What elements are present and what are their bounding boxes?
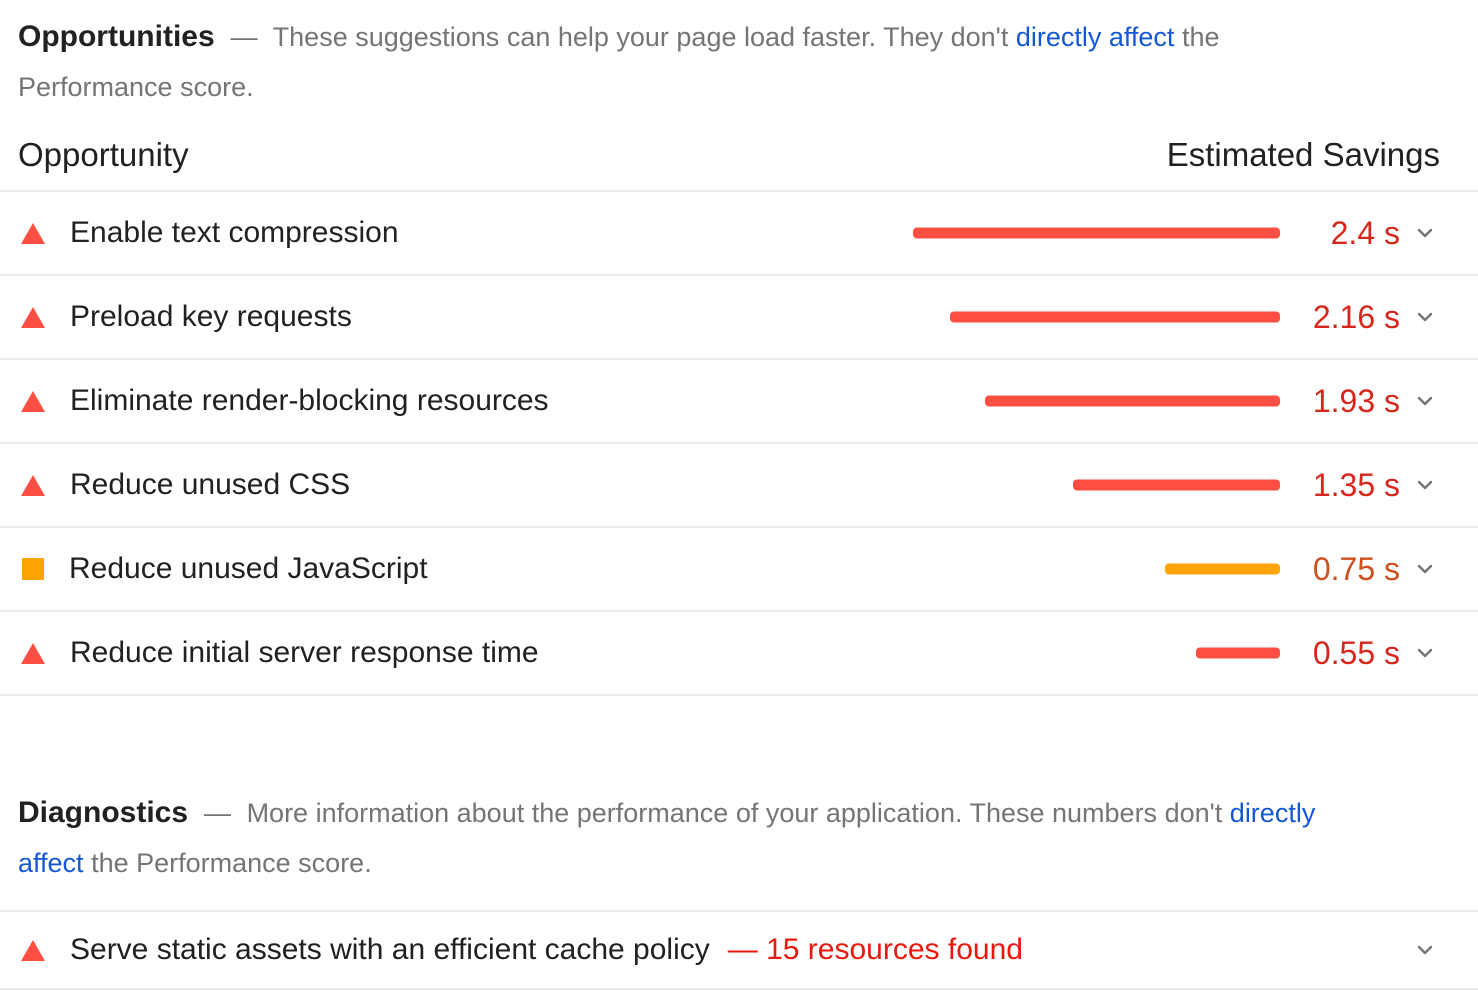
description-text: the Performance score. [91,848,372,878]
estimated-savings-value: 0.75 s [1312,550,1400,587]
estimated-savings-value: 1.35 s [1312,466,1400,503]
estimated-savings-bar [1073,479,1280,491]
audit-title: Preload key requests [70,300,352,333]
opportunities-description: These suggestions can help your page loa… [18,22,1219,102]
audit-title: Reduce unused JavaScript [69,552,428,585]
opportunity-row[interactable]: Eliminate render-blocking resources 1.93… [0,360,1478,444]
chevron-down-icon[interactable] [1413,473,1437,497]
dash-separator: — [204,798,232,828]
fail-triangle-icon [21,474,45,496]
description-text: the [1181,22,1220,52]
column-header-estimated-savings: Estimated Savings [1166,136,1440,173]
diagnostics-description: More information about the performance o… [18,798,1315,878]
opportunity-row[interactable]: Reduce unused CSS 1.35 s [0,444,1478,528]
chevron-down-icon[interactable] [1413,305,1437,329]
chevron-down-icon[interactable] [1413,938,1437,962]
diagnostics-list: Serve static assets with an efficient ca… [0,910,1478,990]
audit-alert-detail: — 15 resources found [727,933,1023,966]
opportunities-list: Enable text compression 2.4 s Preload ke… [0,192,1478,696]
estimated-savings-bar [1196,647,1280,659]
estimated-savings-value: 2.16 s [1312,298,1400,335]
opportunity-row[interactable]: Reduce unused JavaScript 0.75 s [0,528,1478,612]
opportunities-title: Opportunities [18,20,215,53]
chevron-down-icon[interactable] [1413,641,1437,665]
opportunity-row[interactable]: Preload key requests 2.16 s [0,276,1478,360]
chevron-down-icon[interactable] [1413,557,1437,581]
estimated-savings-value: 2.4 s [1330,214,1400,251]
dash-separator: — [230,22,258,52]
opportunity-row[interactable]: Enable text compression 2.4 s [0,192,1478,276]
estimated-savings-bar [1165,563,1280,575]
average-square-icon [22,558,44,580]
estimated-savings-value: 0.55 s [1312,634,1400,671]
opportunities-section: Opportunities — These suggestions can hel… [0,0,1478,696]
diagnostics-section: Diagnostics — More information about the … [0,776,1478,990]
description-text: These suggestions can help your page loa… [272,22,1009,52]
diagnostic-row[interactable]: Serve static assets with an efficient ca… [0,912,1478,990]
fail-triangle-icon [21,939,45,961]
description-text: Performance score. [18,72,254,102]
audit-title: Eliminate render-blocking resources [70,384,549,417]
estimated-savings-bar [913,227,1280,239]
chevron-down-icon[interactable] [1413,221,1437,245]
directly-affect-link[interactable]: affect [18,848,84,878]
fail-triangle-icon [21,222,45,244]
column-header-opportunity: Opportunity [18,136,189,173]
opportunity-row[interactable]: Reduce initial server response time 0.55… [0,612,1478,696]
directly-affect-link[interactable]: directly [1229,798,1316,828]
estimated-savings-bar [985,395,1280,407]
audit-title: Enable text compression [70,216,399,249]
chevron-down-icon[interactable] [1413,389,1437,413]
opportunities-header: Opportunities — These suggestions can hel… [0,0,1478,112]
description-text: More information about the performance o… [246,798,1223,828]
audit-title: Serve static assets with an efficient ca… [70,933,710,966]
fail-triangle-icon [21,642,45,664]
audit-title: Reduce unused CSS [70,468,351,501]
fail-triangle-icon [21,306,45,328]
opportunities-table-header: Opportunity Estimated Savings [0,112,1478,192]
directly-affect-link[interactable]: directly affect [1015,22,1175,52]
fail-triangle-icon [21,390,45,412]
diagnostics-title: Diagnostics [18,796,189,829]
diagnostics-header: Diagnostics — More information about the … [0,776,1478,888]
audit-title: Reduce initial server response time [70,636,539,669]
estimated-savings-bar [950,311,1280,323]
estimated-savings-value: 1.93 s [1312,382,1400,419]
